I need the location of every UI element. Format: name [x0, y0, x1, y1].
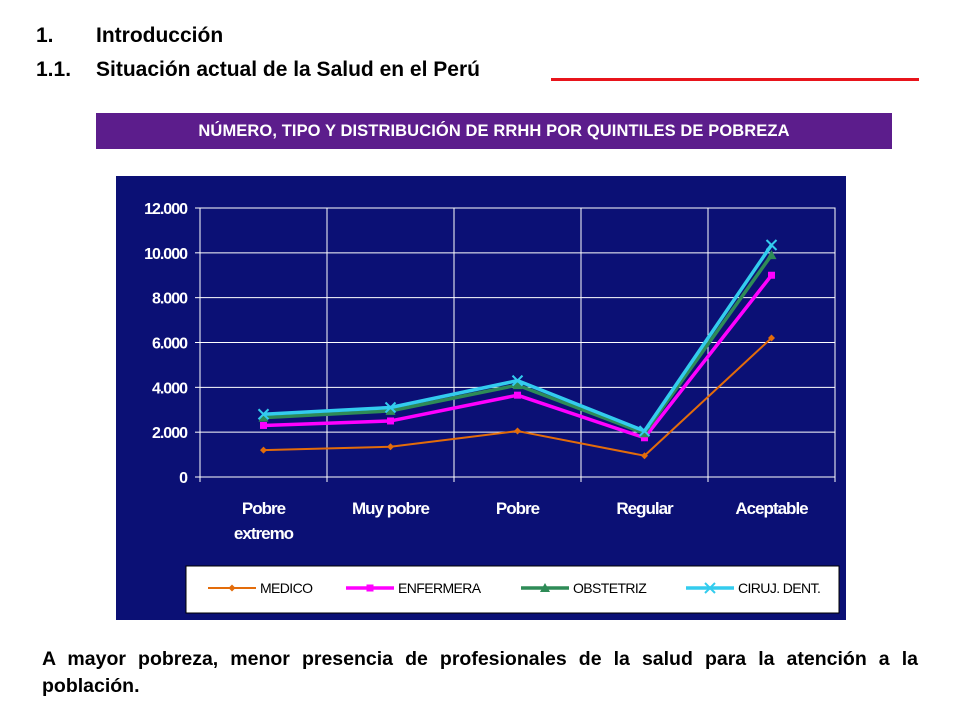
data-point-ciruj-dent	[384, 401, 397, 414]
data-point-medico	[260, 446, 267, 454]
data-point-enfermera	[514, 391, 521, 399]
heading-number: 1.	[36, 24, 54, 47]
data-point-ciruj-dent	[511, 374, 524, 387]
legend-label: CIRUJ. DENT.	[738, 580, 820, 596]
y-tick-label: 8.000	[152, 291, 188, 308]
data-point-enfermera	[768, 271, 775, 279]
x-tick-label: Regular	[616, 499, 674, 518]
y-tick-label: 10.000	[144, 246, 188, 263]
data-point-obstetriz	[512, 380, 523, 390]
data-point-enfermera	[641, 434, 648, 442]
legend-label: MEDICO	[260, 580, 313, 596]
x-tick-label: Pobre	[242, 499, 286, 518]
heading-text: Situación actual de la Salud en el Perú	[96, 58, 480, 81]
heading-situacion-actual: 1.1. Situación actual de la Salud en el …	[36, 58, 556, 86]
chart-title-banner: NÚMERO, TIPO Y DISTRIBUCIÓN DE RRHH POR …	[96, 113, 892, 149]
heading-text: Introducción	[96, 24, 224, 47]
y-tick-label: 2.000	[152, 425, 188, 442]
data-point-medico	[768, 334, 775, 342]
data-point-ciruj-dent	[257, 408, 270, 420]
y-tick-label: 12.000	[144, 201, 188, 218]
line-chart: 0 2.000 4.000 6.000 8.000 10.000 12.000 Pobre ex…	[116, 176, 846, 620]
x-tick-label: Aceptable	[735, 499, 808, 518]
data-point-ciruj-dent	[765, 239, 778, 251]
data-point-medico	[641, 452, 648, 460]
y-tick-label: 4.000	[152, 380, 188, 397]
legend-label: ENFERMERA	[398, 580, 482, 596]
data-point-enfermera	[260, 421, 267, 429]
data-point-obstetriz	[385, 405, 396, 415]
footer-statement: A mayor pobreza, menor presencia de prof…	[42, 648, 918, 697]
red-underline	[551, 78, 919, 81]
data-point-obstetriz	[258, 412, 269, 422]
heading-introduccion: 1. Introducción	[36, 24, 336, 52]
data-point-enfermera	[387, 417, 394, 425]
legend-marker-obstetriz	[540, 583, 550, 592]
y-tick-label: 0	[179, 470, 188, 487]
data-point-medico	[514, 427, 521, 435]
data-point-ciruj-dent	[638, 425, 651, 437]
legend-label: OBSTETRIZ	[573, 580, 647, 596]
data-point-medico	[387, 443, 394, 451]
chart-background	[116, 176, 846, 620]
legend-marker-enfermera	[366, 584, 374, 592]
x-tick-label: Pobre	[496, 499, 540, 518]
legend-marker-ciruj-dent	[704, 582, 716, 594]
heading-number: 1.1.	[36, 58, 72, 81]
legend-marker-medico	[228, 584, 236, 592]
x-tick-label: extremo	[234, 524, 294, 543]
y-tick-label: 6.000	[152, 336, 188, 353]
data-point-obstetriz	[766, 250, 777, 260]
x-tick-label: Muy pobre	[352, 499, 429, 518]
